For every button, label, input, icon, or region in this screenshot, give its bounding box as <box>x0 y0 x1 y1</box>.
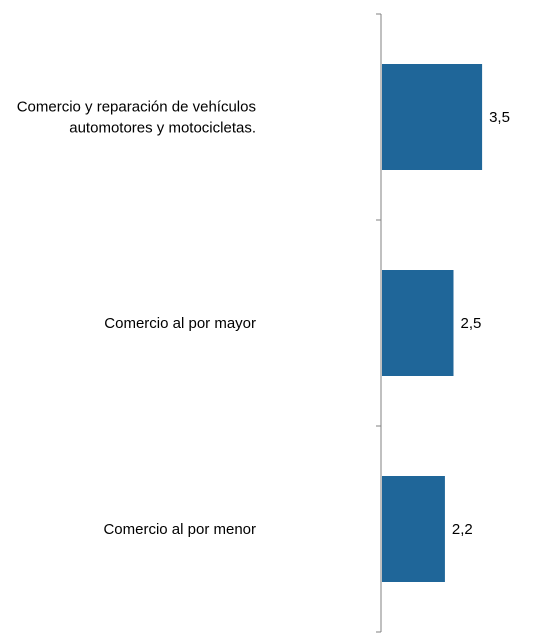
bar-value-label: 2,5 <box>461 315 482 332</box>
category-label-line: Comercio y reparación de vehículos <box>17 99 256 116</box>
bar <box>382 64 483 170</box>
bar-value-label: 2,2 <box>452 521 473 538</box>
category-label: Comercio y reparación de vehículos automo… <box>17 99 256 137</box>
category-label-line: Comercio al por menor <box>103 521 256 538</box>
category-label-line: Comercio al por mayor <box>104 315 256 332</box>
category-label-line: automotores y motocicletas. <box>69 120 256 137</box>
bar-value-label: 3,5 <box>489 109 510 126</box>
bars-layer <box>382 64 483 582</box>
labels-layer: 3,5 Comercio y reparación de vehículos aut… <box>17 99 510 539</box>
bar <box>382 270 454 376</box>
category-label: Comercio al por mayor <box>104 315 256 332</box>
category-label: Comercio al por menor <box>103 521 256 538</box>
bar <box>382 476 445 582</box>
axis-layer <box>376 13 382 633</box>
